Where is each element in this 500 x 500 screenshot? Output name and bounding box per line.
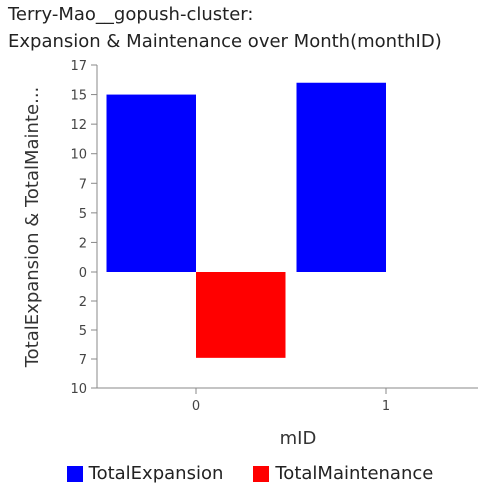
x-tick-label-0: 0 (192, 399, 200, 414)
y-tick-label-up-2: 5 (79, 207, 87, 222)
y-tick-label-down-2: 7 (79, 353, 87, 368)
y-tick-label-up-5: 12 (70, 118, 87, 133)
x-axis-label: mID (280, 428, 317, 449)
legend-swatch-expansion (66, 465, 83, 482)
chart-title-line-2: Expansion & Maintenance over Month(month… (8, 31, 442, 52)
bar-totalexpansion-1 (296, 82, 386, 272)
x-tick-label-1: 1 (382, 399, 390, 414)
y-tick-label-up-3: 7 (79, 177, 87, 192)
bar-totalmaintenance-0 (196, 272, 286, 358)
legend-swatch-maintenance (253, 465, 270, 482)
legend: TotalExpansion TotalMaintenance (0, 463, 500, 484)
legend-label-expansion: TotalExpansion (88, 463, 224, 484)
y-axis-label: TotalExpansion & TotalMainte... (22, 87, 43, 369)
chart-title-line-1: Terry-Mao__gopush-cluster: (8, 4, 254, 25)
y-tick-label-down-0: 2 (79, 295, 87, 310)
y-tick-label-up-7: 17 (70, 59, 87, 74)
y-tick-label-up-6: 15 (70, 89, 87, 104)
bar-totalexpansion-0 (106, 94, 196, 272)
y-tick-label-up-0: 0 (79, 266, 87, 281)
legend-item-expansion: TotalExpansion (66, 463, 224, 484)
y-tick-label-up-4: 10 (70, 148, 87, 163)
y-tick-label-down-3: 10 (70, 382, 87, 397)
y-tick-label-up-1: 2 (79, 236, 87, 251)
legend-item-maintenance: TotalMaintenance (253, 463, 433, 484)
y-tick-label-down-1: 5 (79, 324, 87, 339)
legend-label-maintenance: TotalMaintenance (275, 463, 434, 484)
